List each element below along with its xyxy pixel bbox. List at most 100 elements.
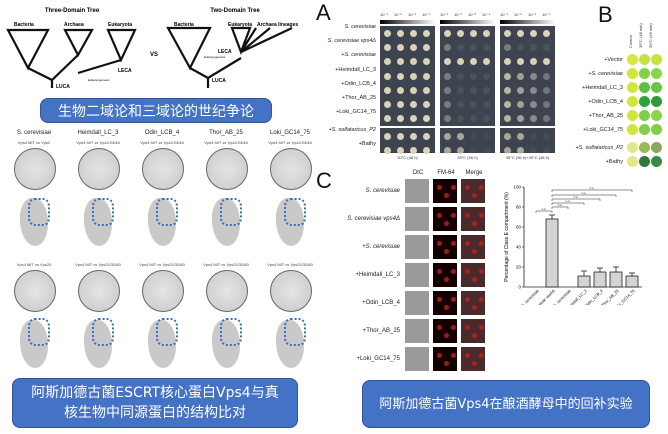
- colony-spot: [504, 147, 511, 154]
- vacuole-signal: [437, 297, 442, 302]
- vacuole-signal: [472, 305, 477, 310]
- condition-label: 39°C (96 h)+30°C (48 h): [505, 155, 550, 160]
- vacuole-signal: [437, 241, 442, 246]
- significance-label: n.s.: [590, 186, 595, 190]
- colony-spot: [530, 44, 537, 51]
- colony-spot: [517, 73, 524, 80]
- vacuole-signal: [479, 297, 484, 302]
- dilution-label: 10⁻¹: [440, 12, 448, 17]
- colony-spot: [397, 101, 404, 108]
- strain-label: S. cerevisiae vps4Δ: [327, 38, 376, 44]
- vacuole-signal: [465, 241, 470, 246]
- strain-label: +S. cerevisiae: [362, 244, 400, 250]
- colony-spot: [470, 101, 477, 108]
- helix-cartoon: [92, 198, 114, 226]
- merge-image: [461, 319, 485, 343]
- strain-label: +S. solfataricus_P2: [328, 127, 376, 133]
- column-label: FM-64: [437, 170, 455, 176]
- zoom-circle: [78, 270, 120, 312]
- colony-spot: [543, 30, 550, 37]
- vacuole-signal: [465, 297, 470, 302]
- dilution-label: 10⁻³: [528, 12, 536, 17]
- dilution-label: 10⁻⁴: [482, 12, 491, 17]
- colony-spot: [470, 73, 477, 80]
- colony-spot: [517, 133, 524, 140]
- significance-label: n.s.: [574, 195, 579, 199]
- strain-label: +Loki_GC14_75: [336, 109, 376, 115]
- vacuole-signal: [479, 353, 484, 358]
- species-label: Thor_AB_25: [209, 130, 243, 136]
- colony-spot: [444, 115, 451, 122]
- strain-label: +Odin_LCB_4: [588, 99, 623, 105]
- column-label: Merge: [465, 170, 483, 176]
- significance-label: n.s.: [558, 203, 563, 207]
- comparison-label: Vps4 MIT vs Vps2/24/46: [140, 140, 184, 145]
- dic-image: [405, 179, 429, 203]
- well: [651, 68, 662, 79]
- well: [639, 124, 650, 135]
- vacuole-signal: [444, 305, 449, 310]
- colony-spot: [530, 30, 537, 37]
- tree-label: LUCA: [212, 78, 226, 84]
- colony-spot: [423, 133, 430, 140]
- colony-spot: [457, 87, 464, 94]
- y-tick-label: 0: [518, 285, 521, 290]
- strain-label: +Thor_AB_25: [362, 328, 400, 334]
- colony-spot: [410, 101, 417, 108]
- fm64-image: [433, 263, 457, 287]
- dilution-label: 10⁻⁴: [542, 12, 551, 17]
- vacuole-signal: [472, 249, 477, 254]
- colony-spot: [384, 30, 391, 37]
- well: [651, 142, 662, 153]
- vacuole-signal: [444, 277, 449, 282]
- well: [627, 96, 638, 107]
- strain-label: +Bathy: [605, 159, 623, 165]
- three-domain-title: Three-Domain Tree: [45, 8, 100, 14]
- colony-spot: [470, 58, 477, 65]
- vacuole-signal: [444, 221, 449, 226]
- bar: [545, 218, 559, 288]
- zoom-circle: [270, 270, 312, 312]
- helix-cartoon: [28, 318, 50, 346]
- colony-spot: [457, 115, 464, 122]
- colony-spot: [423, 87, 430, 94]
- significance-label: n.s.: [542, 207, 547, 211]
- colony-spot: [423, 147, 430, 154]
- well: [627, 82, 638, 93]
- zoom-circle: [14, 270, 56, 312]
- colony-spot: [543, 58, 550, 65]
- zoom-circle: [142, 270, 184, 312]
- colony-spot: [517, 115, 524, 122]
- strain-label: S. cerevisiae vps4Δ: [347, 216, 400, 222]
- colony-spot: [384, 115, 391, 122]
- comparison-label: Vps4 MIT vs Vps2/24/46: [204, 140, 248, 145]
- significance-bracket: [551, 189, 633, 192]
- colony-spot: [470, 44, 477, 51]
- significance-bracket: [551, 194, 617, 197]
- vacuole-signal: [472, 277, 477, 282]
- phylogenetic-trees: Three-Domain Tree Two-Domain Tree VS Bac…: [6, 8, 298, 90]
- dic-image: [405, 291, 429, 315]
- colony-spot: [457, 44, 464, 51]
- tree-label: LECA: [118, 68, 132, 74]
- significance-bracket: [551, 206, 569, 209]
- vacuole-signal: [437, 269, 442, 274]
- colony-spot: [483, 147, 490, 154]
- colony-spot: [423, 30, 430, 37]
- well: [627, 68, 638, 79]
- colony-spot: [397, 133, 404, 140]
- zoom-circle: [78, 148, 120, 190]
- colony-spot: [457, 147, 464, 154]
- vacuole-signal: [444, 193, 449, 198]
- well: [639, 110, 650, 121]
- dilution-label: 10⁻²: [394, 12, 402, 17]
- strain-label: +Loki_GC14_75: [356, 356, 400, 362]
- colony-spot: [457, 101, 464, 108]
- colony-spot: [457, 73, 464, 80]
- colony-spot: [483, 58, 490, 65]
- significance-bracket: [551, 198, 601, 201]
- fm64-image: [433, 235, 457, 259]
- well: [627, 54, 638, 65]
- tree-label: Eukaryota: [108, 22, 132, 28]
- well: [627, 110, 638, 121]
